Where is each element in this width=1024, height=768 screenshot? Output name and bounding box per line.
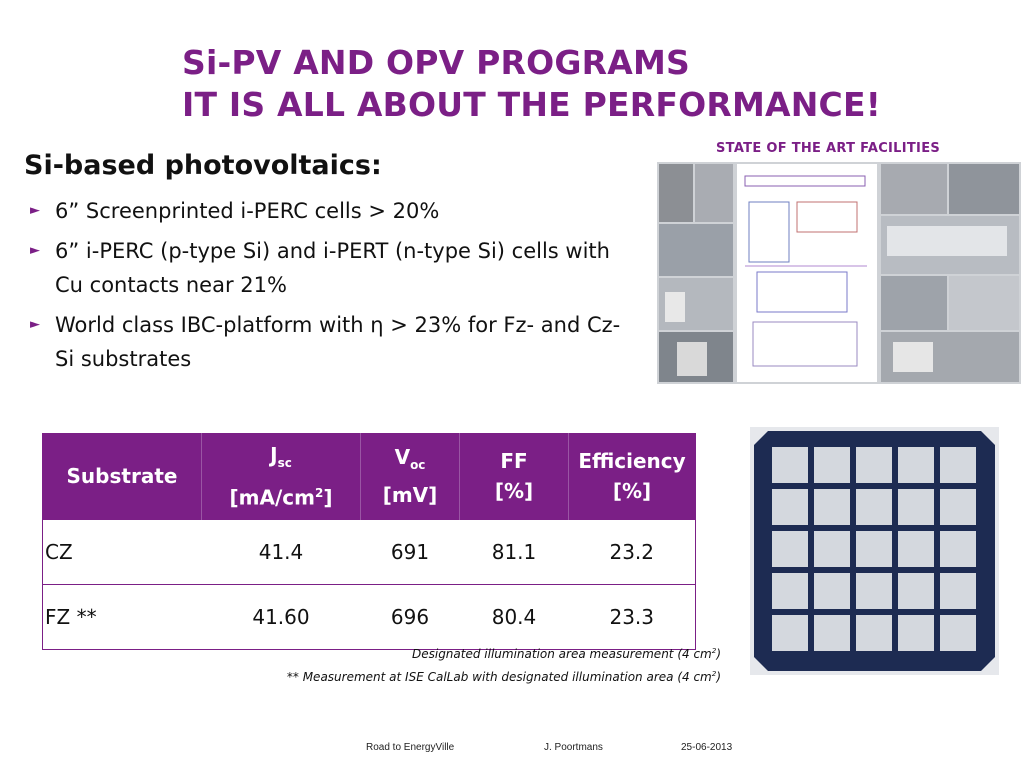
triangle-bullet-icon: ► <box>30 317 40 332</box>
triangle-bullet-icon: ► <box>30 243 40 258</box>
bullet-text: 6” Screenprinted i-PERC cells > 20% <box>55 199 440 223</box>
header-ff: FF [%] <box>459 433 569 520</box>
cell-ff: 81.1 <box>459 518 569 585</box>
cell-jsc: 41.60 <box>201 583 361 650</box>
title-line-2: IT IS ALL ABOUT THE PERFORMANCE! <box>182 85 881 124</box>
cell-voc: 696 <box>360 583 460 650</box>
triangle-bullet-icon: ► <box>30 203 40 218</box>
header-efficiency: Efficiency [%] <box>568 433 696 520</box>
bullet-item: ► 6” i-PERC (p-type Si) and i-PERT (n-typ… <box>30 234 630 302</box>
slide-title: Si-PV AND OPV PROGRAMS IT IS ALL ABOUT T… <box>182 42 982 126</box>
table-header-row: Substrate Jsc [mA/cm2] Voc [mV] FF [%] Effi… <box>42 433 696 520</box>
cell-jsc: 41.4 <box>201 518 361 585</box>
header-substrate: Substrate <box>42 433 202 520</box>
cell-substrate: CZ <box>42 518 202 585</box>
cell-efficiency: 23.2 <box>568 518 696 585</box>
table-row: CZ 41.4 691 81.1 23.2 <box>42 518 696 585</box>
header-voc: Voc [mV] <box>360 433 460 520</box>
cell-voc: 691 <box>360 518 460 585</box>
bullet-text: World class IBC-platform with η > 23% fo… <box>55 313 621 371</box>
footer-event: Road to EnergyVille <box>366 742 455 753</box>
results-table: Substrate Jsc [mA/cm2] Voc [mV] FF [%] Effi… <box>42 433 696 650</box>
section-heading: Si-based photovoltaics: <box>24 150 382 181</box>
title-line-1: Si-PV AND OPV PROGRAMS <box>182 43 690 82</box>
footer-author: J. Poortmans <box>544 742 603 753</box>
facilities-photo-collage <box>657 162 1021 384</box>
bullet-item: ► 6” Screenprinted i-PERC cells > 20% <box>30 194 630 228</box>
cell-efficiency: 23.3 <box>568 583 696 650</box>
bullet-text: 6” i-PERC (p-type Si) and i-PERT (n-type… <box>55 239 610 297</box>
ibc-wafer-photo <box>750 427 999 675</box>
table-row: FZ ** 41.60 696 80.4 23.3 <box>42 583 696 650</box>
header-jsc: Jsc [mA/cm2] <box>201 433 361 520</box>
measurement-note-1: Designated illumination area measurement… <box>411 646 721 661</box>
footer-date: 25-06-2013 <box>681 742 733 753</box>
cell-ff: 80.4 <box>459 583 569 650</box>
bullet-list: ► 6” Screenprinted i-PERC cells > 20% ► 6”… <box>30 194 630 382</box>
cell-substrate: FZ ** <box>42 583 202 650</box>
bullet-item: ► World class IBC-platform with η > 23% f… <box>30 308 630 376</box>
measurement-note-2: ** Measurement at ISE CalLab with design… <box>286 669 721 684</box>
facilities-caption: STATE OF THE ART FACILITIES <box>716 141 941 156</box>
